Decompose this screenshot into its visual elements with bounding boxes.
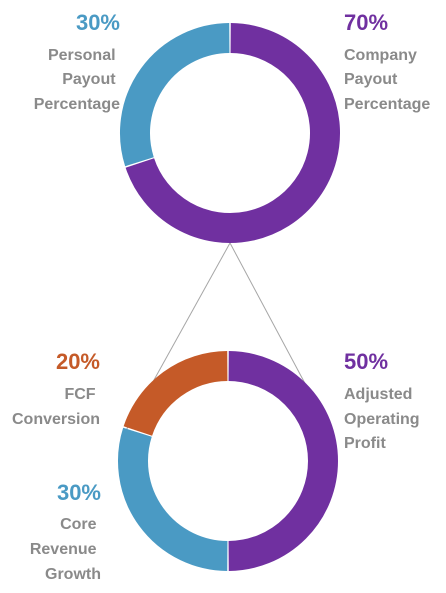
slice-percent-core-revenue-growth: 30% — [57, 480, 101, 505]
slice-label-core-revenue-growth: Core Revenue Growth — [30, 516, 101, 583]
slice-label-adjusted-operating-profit: Adjusted Operating Profit — [344, 386, 424, 452]
top-donut-labels: 70% Company Payout Percentage 30% Person… — [34, 10, 431, 113]
donut-slice-fcf-conversion — [123, 351, 228, 437]
slice-percent-personal-payout: 30% — [76, 10, 120, 35]
donut-slice-core-revenue-growth — [118, 427, 228, 571]
donut-slice-personal-payout-percentage — [120, 23, 230, 167]
donut-slice-company-payout-percentage — [125, 23, 340, 243]
slice-label-company-payout: Company Payout Percentage — [344, 47, 430, 113]
bottom-donut-labels: 50% Adjusted Operating Profit 20% FCF Co… — [12, 349, 424, 583]
slice-percent-fcf-conversion: 20% — [56, 349, 100, 374]
bottom-donut — [118, 351, 338, 571]
top-donut — [120, 23, 340, 243]
slice-label-fcf-conversion: FCF Conversion — [12, 386, 100, 428]
slice-label-personal-payout: Personal Payout Percentage — [34, 47, 120, 113]
slice-percent-company-payout: 70% — [344, 10, 388, 35]
slice-percent-adjusted-operating-profit: 50% — [344, 349, 388, 374]
donut-slice-adjusted-operating-profit — [228, 351, 338, 571]
